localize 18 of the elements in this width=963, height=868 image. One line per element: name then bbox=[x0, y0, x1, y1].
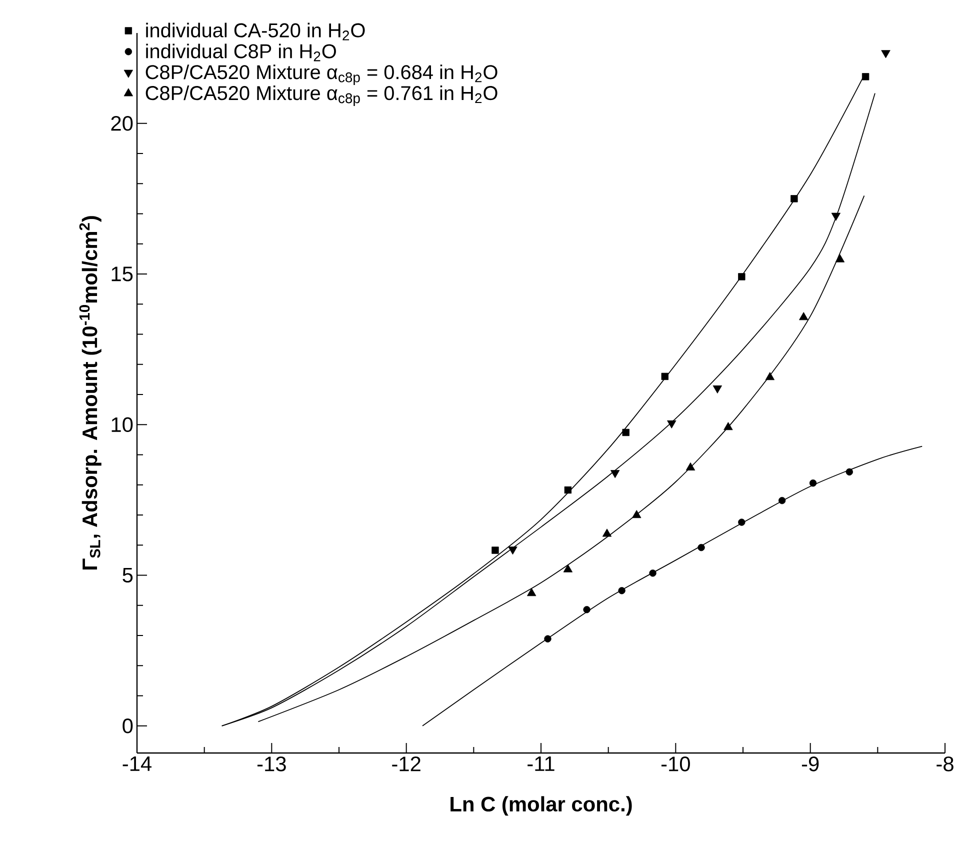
x-tick-label: -9 bbox=[802, 756, 819, 772]
legend-label: individual CA-520 in H$_{2}$O bbox=[146, 22, 365, 40]
y-axis-title: Γ$_{SL}$, Adsorp. Amount (10$^{-10}$mol/cm$^{2}$) bbox=[79, 216, 102, 570]
x-tick-label: -11 bbox=[528, 756, 554, 771]
y-tick-label: 20 bbox=[111, 116, 133, 131]
legend-label: individual C8P in H$_{2}$O bbox=[146, 44, 336, 62]
x-axis-title: Ln C (molar conc.) bbox=[450, 796, 632, 816]
x-tick-label: -12 bbox=[392, 756, 420, 772]
x-tick-label: -10 bbox=[661, 756, 690, 772]
x-tick-label: -8 bbox=[936, 756, 954, 772]
x-tick-label: -13 bbox=[257, 756, 286, 772]
y-tick-label: 10 bbox=[112, 417, 133, 432]
y-tick-label: 0 bbox=[122, 718, 133, 734]
legend-label: C8P/CA520 Mixture α$_{c8p}$ = 0.761 in H$_{2}$O bbox=[146, 86, 498, 106]
y-tick-label: 5 bbox=[122, 568, 133, 583]
legend-label: C8P/CA520 Mixture α$_{c8p}$ = 0.684 in H$_{2}$O bbox=[146, 64, 498, 86]
y-tick-label: 15 bbox=[112, 266, 133, 282]
x-tick-label: -14 bbox=[122, 756, 152, 771]
